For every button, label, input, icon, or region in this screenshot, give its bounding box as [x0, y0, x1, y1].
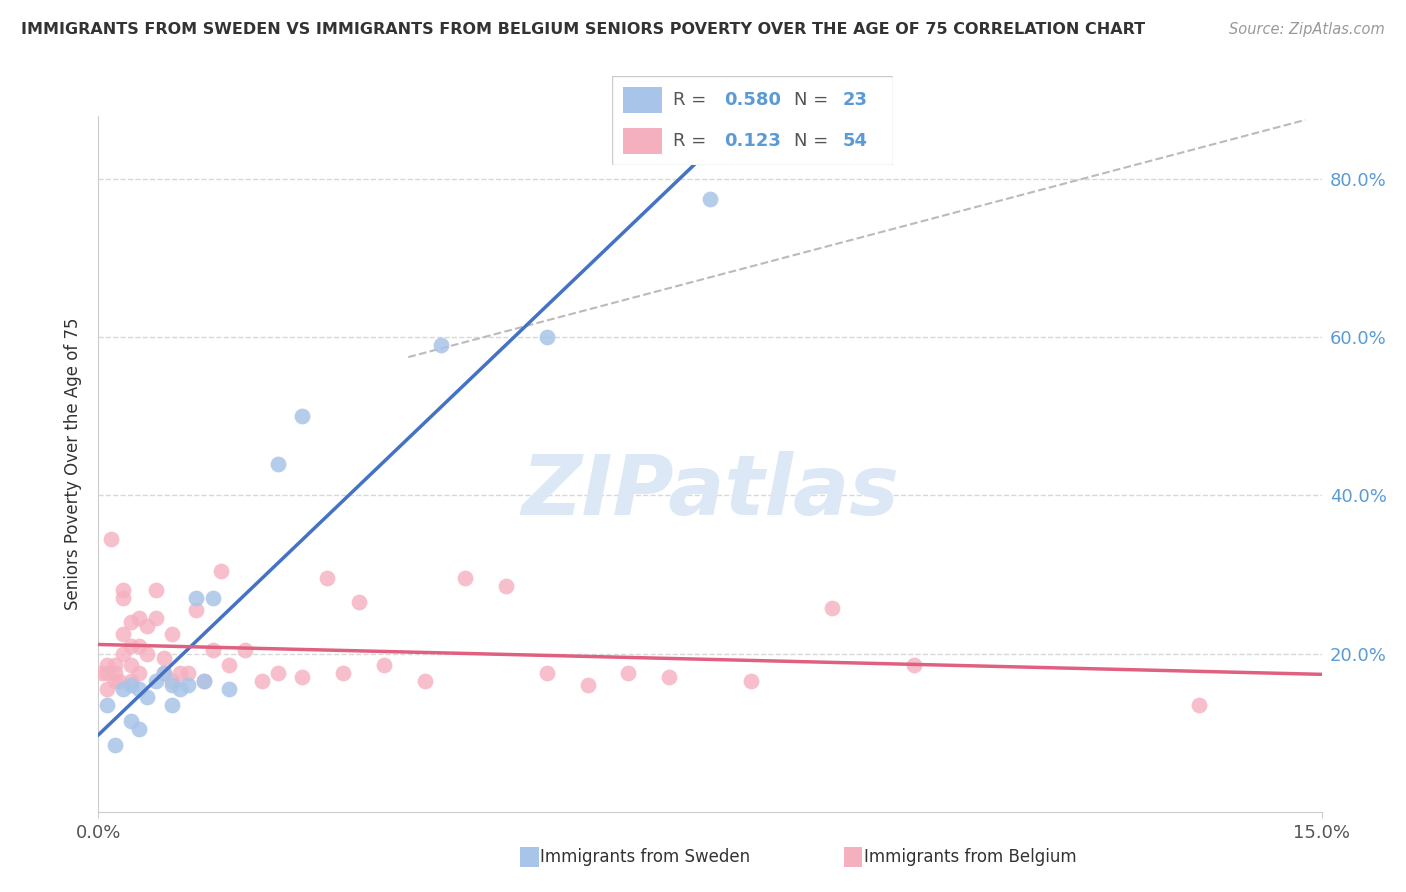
- Point: [100, 532, 122, 546]
- Text: Source: ZipAtlas.com: Source: ZipAtlas.com: [1229, 22, 1385, 37]
- Point: [413, 674, 436, 689]
- Point: [1188, 698, 1211, 712]
- Point: [177, 678, 200, 692]
- Point: [576, 678, 599, 692]
- Point: [128, 639, 150, 653]
- Point: [169, 682, 191, 697]
- Point: [111, 591, 134, 606]
- Point: [233, 642, 256, 657]
- Point: [218, 658, 240, 673]
- Text: IMMIGRANTS FROM SWEDEN VS IMMIGRANTS FROM BELGIUM SENIORS POVERTY OVER THE AGE O: IMMIGRANTS FROM SWEDEN VS IMMIGRANTS FRO…: [21, 22, 1146, 37]
- Point: [96, 658, 118, 673]
- Point: [332, 666, 354, 681]
- Point: [821, 600, 844, 615]
- Point: [152, 666, 174, 681]
- Point: [136, 619, 159, 633]
- Text: N =: N =: [794, 91, 828, 109]
- Point: [96, 698, 118, 712]
- Point: [201, 642, 224, 657]
- Point: [267, 666, 290, 681]
- Point: [536, 666, 558, 681]
- Point: [104, 738, 127, 752]
- Text: N =: N =: [794, 132, 828, 150]
- Point: [291, 409, 314, 424]
- Text: 23: 23: [842, 91, 868, 109]
- Point: [903, 658, 925, 673]
- Text: 54: 54: [842, 132, 868, 150]
- Point: [120, 678, 142, 692]
- Point: [218, 682, 240, 697]
- Point: [740, 674, 762, 689]
- Text: 0.123: 0.123: [724, 132, 780, 150]
- Point: [111, 682, 134, 697]
- Point: [120, 658, 142, 673]
- Point: [658, 670, 681, 684]
- Point: [250, 674, 273, 689]
- Point: [193, 674, 215, 689]
- Point: [104, 666, 127, 681]
- Point: [152, 650, 174, 665]
- Point: [495, 579, 517, 593]
- Point: [91, 666, 114, 681]
- Point: [120, 674, 142, 689]
- Point: [96, 666, 118, 681]
- Point: [160, 674, 183, 689]
- Point: [120, 615, 142, 629]
- FancyBboxPatch shape: [612, 76, 893, 165]
- Bar: [623, 128, 662, 154]
- Point: [145, 611, 167, 625]
- Point: [169, 666, 191, 681]
- Text: 0.580: 0.580: [724, 91, 782, 109]
- Point: [209, 564, 232, 578]
- Point: [96, 682, 118, 697]
- Point: [128, 682, 150, 697]
- Text: R =: R =: [673, 132, 707, 150]
- Y-axis label: Seniors Poverty Over the Age of 75: Seniors Poverty Over the Age of 75: [65, 318, 83, 610]
- Point: [136, 647, 159, 661]
- Point: [120, 714, 142, 728]
- Point: [177, 666, 200, 681]
- Point: [160, 678, 183, 692]
- Point: [186, 591, 208, 606]
- Point: [430, 338, 453, 352]
- Point: [291, 670, 314, 684]
- Point: [349, 595, 371, 609]
- Point: [111, 627, 134, 641]
- Point: [186, 603, 208, 617]
- Point: [111, 647, 134, 661]
- Point: [128, 722, 150, 736]
- Point: [145, 674, 167, 689]
- Point: [145, 583, 167, 598]
- Point: [120, 639, 142, 653]
- Point: [104, 658, 127, 673]
- Bar: [623, 87, 662, 113]
- Point: [128, 611, 150, 625]
- Point: [373, 658, 395, 673]
- Text: Immigrants from Sweden: Immigrants from Sweden: [540, 848, 751, 866]
- Point: [160, 627, 183, 641]
- Point: [454, 572, 477, 586]
- Point: [160, 698, 183, 712]
- Text: Immigrants from Belgium: Immigrants from Belgium: [863, 848, 1077, 866]
- Point: [152, 666, 174, 681]
- Point: [108, 674, 131, 689]
- Point: [201, 591, 224, 606]
- Point: [536, 330, 558, 344]
- Point: [617, 666, 640, 681]
- Point: [136, 690, 159, 704]
- Text: ZIPatlas: ZIPatlas: [522, 451, 898, 533]
- Point: [128, 666, 150, 681]
- Point: [267, 457, 290, 471]
- Point: [111, 583, 134, 598]
- Point: [699, 192, 721, 206]
- Point: [104, 674, 127, 689]
- Point: [193, 674, 215, 689]
- Text: R =: R =: [673, 91, 707, 109]
- Point: [315, 572, 337, 586]
